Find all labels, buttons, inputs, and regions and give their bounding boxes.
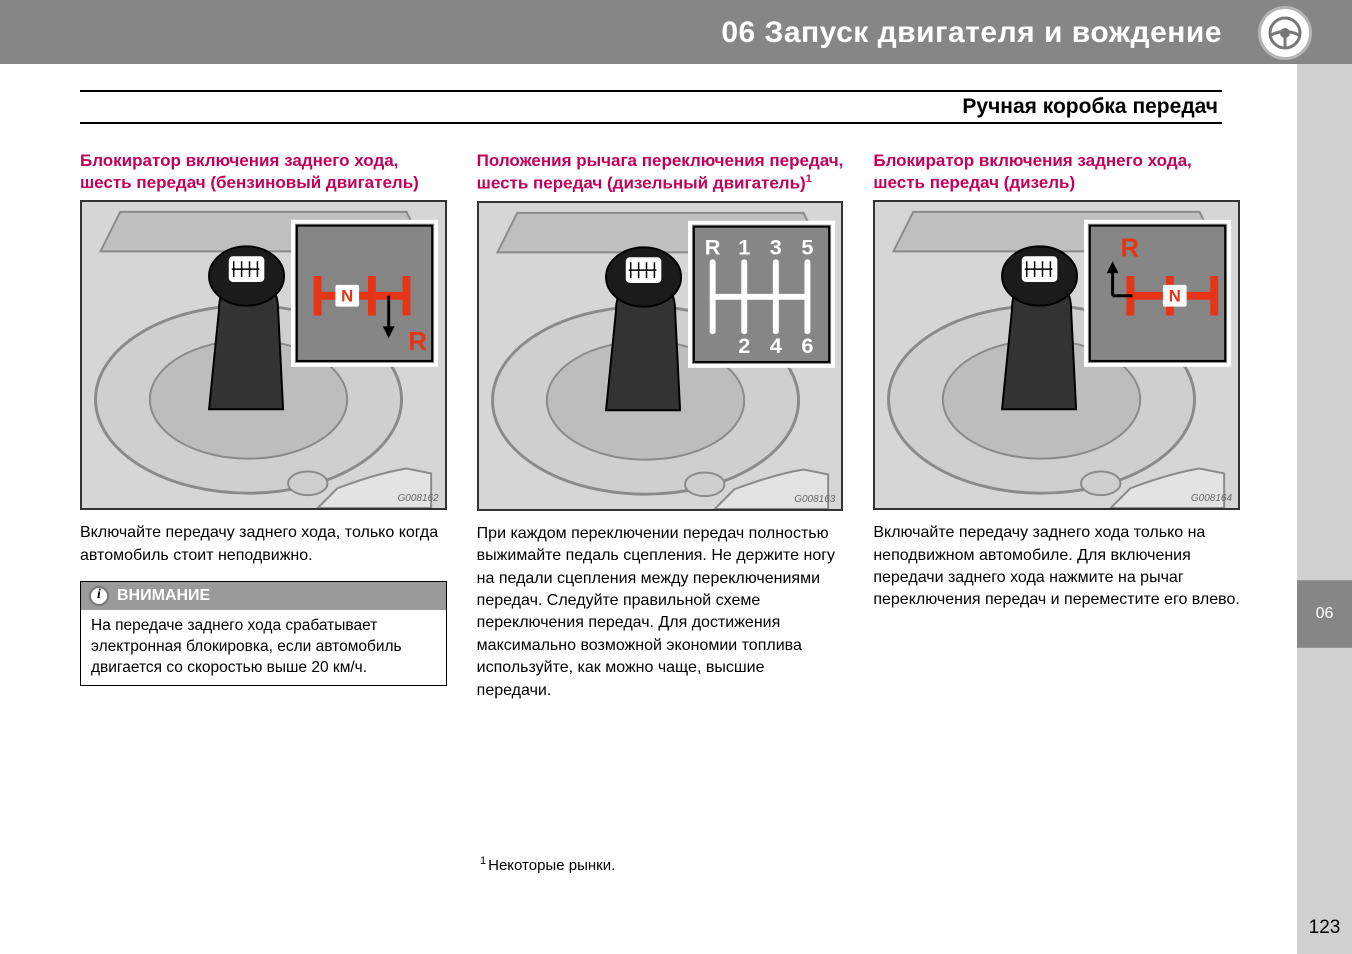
svg-text:5: 5	[801, 234, 813, 259]
svg-text:R: R	[704, 234, 720, 259]
info-icon: i	[89, 586, 109, 606]
column-heading: Положения рычага переключения передач, ш…	[477, 150, 844, 195]
column-heading: Блокиратор включения заднего хода, шесть…	[80, 150, 447, 194]
svg-text:N: N	[1169, 287, 1181, 306]
chapter-tab: 06	[1297, 580, 1352, 648]
content-area: Блокиратор включения заднего хода, шесть…	[80, 150, 1240, 702]
column-body: При каждом переключении передач полность…	[477, 523, 844, 702]
column-1: Блокиратор включения заднего хода, шесть…	[80, 150, 447, 702]
svg-text:4: 4	[769, 333, 781, 358]
footnote: 1Некоторые рынки.	[480, 855, 615, 874]
column-3: Блокиратор включения заднего хода, шесть…	[873, 150, 1240, 702]
svg-text:6: 6	[801, 333, 813, 358]
column-body: Включайте передачу заднего хода только н…	[873, 522, 1240, 612]
column-body: Включайте передачу заднего хода, только …	[80, 522, 447, 567]
gear-shift-figure: N R G008162	[80, 200, 447, 510]
note-body: На передаче заднего хода срабатывает эле…	[81, 610, 446, 685]
figure-id: G008162	[398, 493, 439, 504]
steering-wheel-icon	[1258, 6, 1312, 60]
note-head: i ВНИМАНИЕ	[81, 582, 446, 610]
column-2: Положения рычага переключения передач, ш…	[477, 150, 844, 702]
figure-id: G008163	[794, 494, 835, 505]
column-heading: Блокиратор включения заднего хода, шесть…	[873, 150, 1240, 194]
svg-text:1: 1	[738, 234, 750, 259]
svg-text:R: R	[408, 328, 427, 356]
figure-id: G008164	[1191, 493, 1232, 504]
svg-text:N: N	[341, 287, 353, 306]
svg-text:R: R	[1121, 234, 1140, 262]
svg-text:3: 3	[769, 234, 781, 259]
chapter-title: 06 Запуск двигателя и вождение	[721, 16, 1222, 50]
gear-shift-figure: N R G008164	[873, 200, 1240, 510]
page-number: 123	[1297, 917, 1352, 939]
note-box: i ВНИМАНИЕ На передаче заднего хода сраб…	[80, 581, 447, 686]
side-strip	[1297, 0, 1352, 954]
footnote-text: Некоторые рынки.	[488, 857, 615, 874]
gear-shift-figure: R 1 3 5 2 4 6 G008163	[477, 201, 844, 511]
section-title: Ручная коробка передач	[80, 90, 1222, 124]
note-title: ВНИМАНИЕ	[117, 587, 210, 605]
footnote-mark: 1	[480, 855, 486, 867]
svg-text:2: 2	[738, 333, 750, 358]
header-bar: 06 Запуск двигателя и вождение	[0, 0, 1352, 64]
